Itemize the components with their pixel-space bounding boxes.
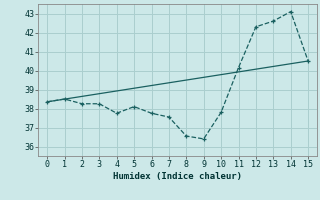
X-axis label: Humidex (Indice chaleur): Humidex (Indice chaleur) bbox=[113, 172, 242, 181]
